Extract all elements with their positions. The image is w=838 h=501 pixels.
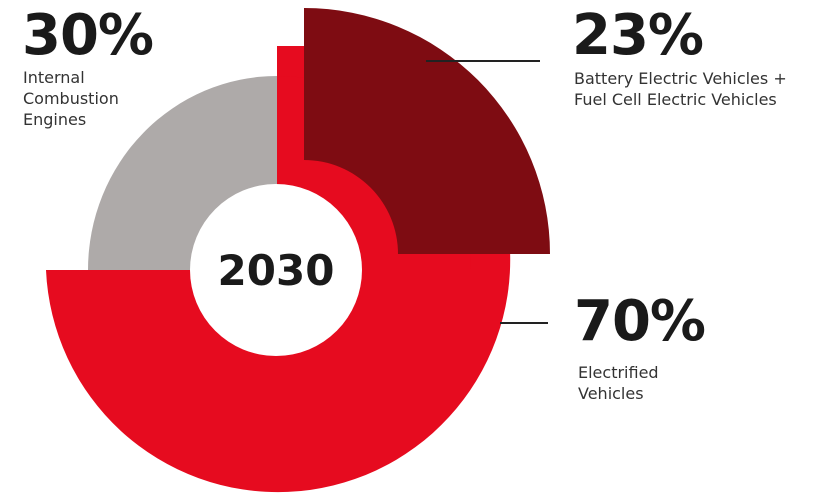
slice-bev-fcev: [304, 8, 550, 254]
label-bev-fcev: Battery Electric Vehicles + Fuel Cell El…: [574, 69, 787, 109]
pct-bev-fcev: 23%: [572, 3, 704, 68]
donut-hole: [190, 184, 362, 356]
pct-ice: 30%: [22, 3, 154, 68]
label-electrified: Electrified Vehicles: [578, 363, 659, 403]
center-year-label: 2030: [217, 246, 335, 295]
label-ice: Internal Combustion Engines: [23, 68, 119, 129]
pct-electrified: 70%: [574, 289, 706, 354]
